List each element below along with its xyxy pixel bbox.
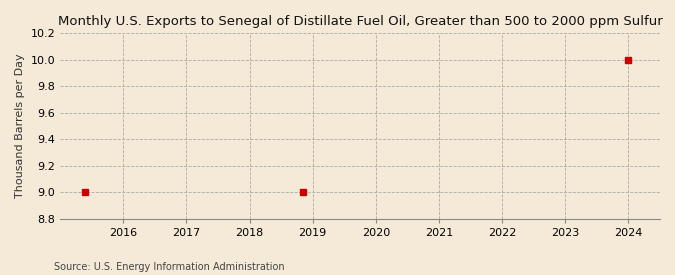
- Text: Source: U.S. Energy Information Administration: Source: U.S. Energy Information Administ…: [54, 262, 285, 271]
- Y-axis label: Thousand Barrels per Day: Thousand Barrels per Day: [15, 54, 25, 199]
- Title: Monthly U.S. Exports to Senegal of Distillate Fuel Oil, Greater than 500 to 2000: Monthly U.S. Exports to Senegal of Disti…: [57, 15, 662, 28]
